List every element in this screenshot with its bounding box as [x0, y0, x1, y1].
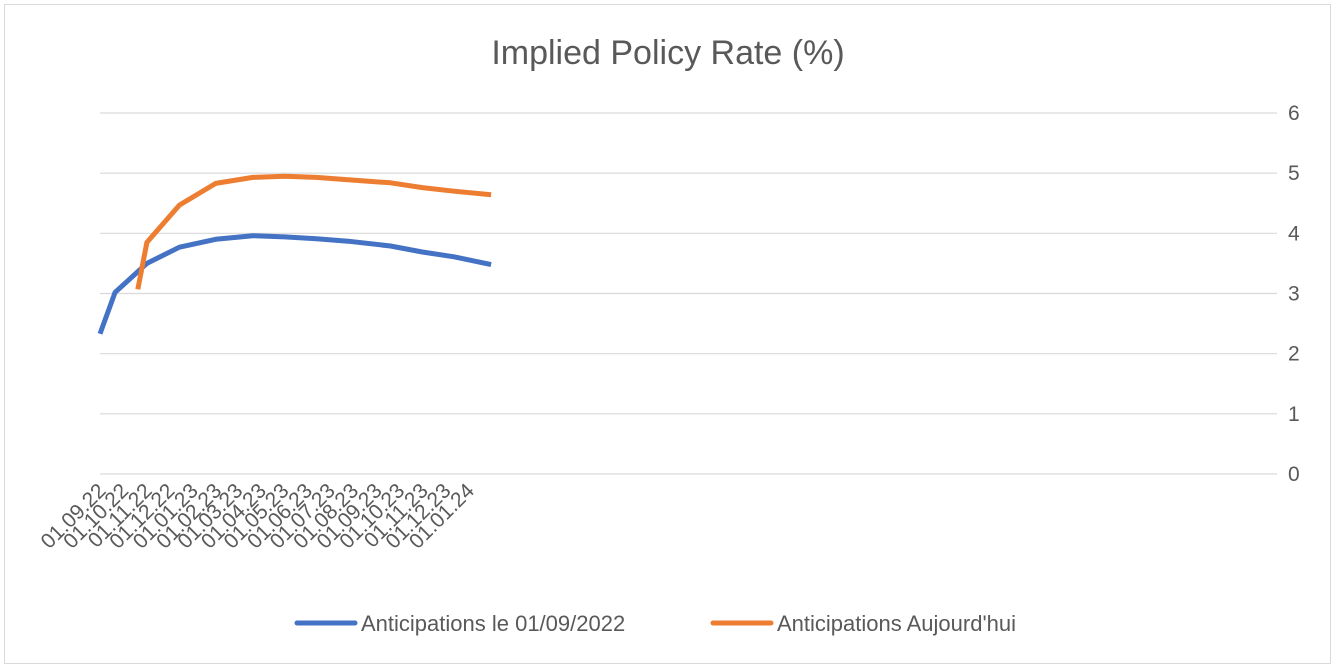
- series-lines: [97, 173, 492, 335]
- legend-label-2: Anticipations Aujourd'hui: [777, 611, 1016, 636]
- y-tick-label: 2: [1288, 343, 1300, 366]
- y-axis-tick-labels: 0 1 2 3 4 5 6: [1288, 102, 1300, 486]
- y-tick-label: 5: [1288, 162, 1300, 185]
- legend: Anticipations le 01/09/2022 Anticipations…: [294, 611, 1016, 636]
- chart-title: Implied Policy Rate (%): [491, 34, 844, 72]
- y-tick-label: 4: [1288, 222, 1300, 245]
- legend-label-1: Anticipations le 01/09/2022: [361, 611, 625, 636]
- y-tick-label: 1: [1288, 403, 1300, 426]
- chart-frame: [4, 4, 1331, 664]
- y-tick-label: 3: [1288, 283, 1300, 306]
- series-line-2: [135, 173, 492, 290]
- y-tick-label: 6: [1288, 102, 1300, 125]
- x-axis-tick-labels: 01.09.2201.10.2201.11.2201.12.2201.01.23…: [36, 479, 479, 553]
- series-line-1: [97, 233, 492, 335]
- y-tick-label: 0: [1288, 463, 1300, 486]
- gridlines: [100, 112, 1277, 475]
